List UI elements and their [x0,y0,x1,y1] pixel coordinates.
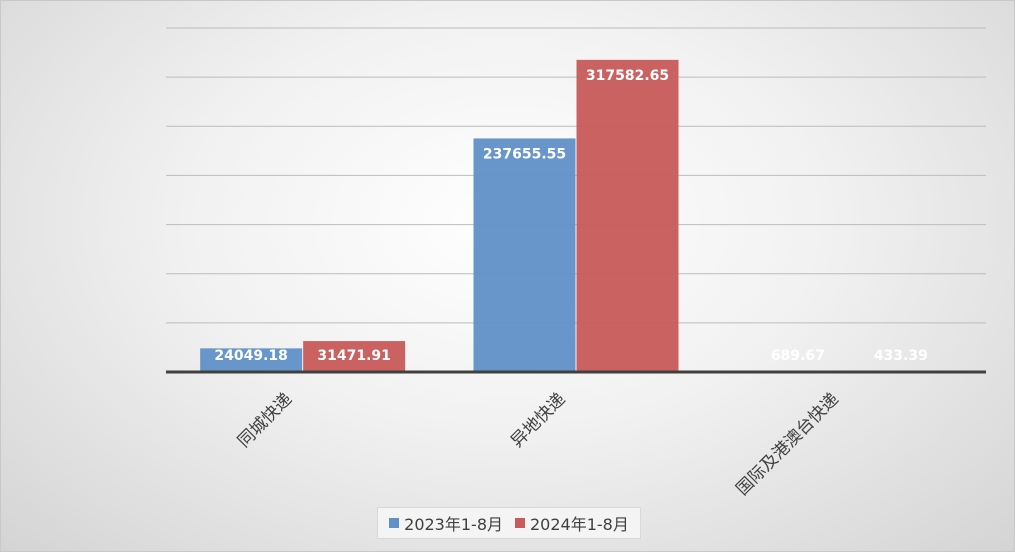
data-label-s1-c0: 31471.91 [317,348,391,364]
data-label-s0-c1: 237655.55 [483,146,566,162]
legend-item-2023: 2023年1-8月 [389,511,503,535]
bar-s0-c1 [474,138,576,372]
legend-label-2024: 2024年1-8月 [530,511,629,535]
bar-s1-c1 [577,60,679,372]
legend-item-2024: 2024年1-8月 [515,511,629,535]
legend-swatch-2024 [515,518,525,528]
legend-label-2023: 2023年1-8月 [404,511,503,535]
category-label-2: 国际及港澳台快递 [733,389,843,499]
data-label-s0-c0: 24049.18 [214,348,288,364]
legend: 2023年1-8月 2024年1-8月 [377,507,641,539]
data-label-s0-c2: 689.67 [771,348,825,364]
legend-swatch-2023 [389,518,399,528]
data-label-s1-c1: 317582.65 [586,68,669,84]
category-label-1: 异地快递 [507,389,569,451]
data-label-s1-c2: 433.39 [874,348,928,364]
category-label-0: 同城快递 [234,389,296,451]
